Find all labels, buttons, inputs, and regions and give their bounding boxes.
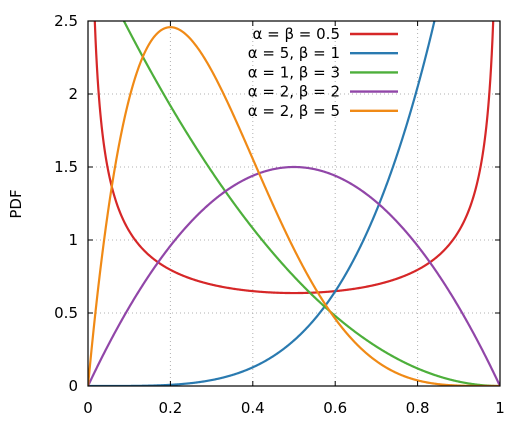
legend: α = β = 0.5α = 5, β = 1α = 1, β = 3 α = 2… xyxy=(248,25,398,120)
x-tick-label: 0.8 xyxy=(406,399,430,417)
x-tick-label: 0 xyxy=(83,399,93,417)
y-axis-ticks: 0 0.5 1 1.5 2 2.5 xyxy=(54,12,500,395)
y-tick-label: 0.5 xyxy=(54,304,78,322)
legend-entry-label: α = 2, β = 2 xyxy=(248,83,340,101)
y-tick-label: 2 xyxy=(68,85,78,103)
legend-entry-label: α = 2, β = 5 xyxy=(248,102,340,120)
y-axis-label: PDF xyxy=(7,189,25,218)
legend-entry-label: α = β = 0.5 xyxy=(252,25,340,43)
legend-entry-label: α = 5, β = 1 xyxy=(248,44,340,62)
legend-entry-label: α = 1, β = 3 xyxy=(248,63,340,81)
x-axis-ticks: 0 0.2 0.4 0.6 0.8 1 xyxy=(83,21,505,417)
series-line-2 xyxy=(122,21,500,386)
x-tick-label: 0.4 xyxy=(241,399,265,417)
plot-frame xyxy=(87,20,501,387)
y-tick-label: 0 xyxy=(68,377,78,395)
x-tick-label: 1 xyxy=(495,399,505,417)
y-tick-label: 2.5 xyxy=(54,12,78,30)
grid-lines xyxy=(88,21,500,386)
series-line-0 xyxy=(93,21,495,295)
series-line-4 xyxy=(88,26,500,386)
y-tick-label: 1.5 xyxy=(54,158,78,176)
series-line-3 xyxy=(88,165,500,386)
y-tick-label: 1 xyxy=(68,231,78,249)
x-tick-label: 0.2 xyxy=(158,399,182,417)
x-tick-label: 0.6 xyxy=(323,399,347,417)
